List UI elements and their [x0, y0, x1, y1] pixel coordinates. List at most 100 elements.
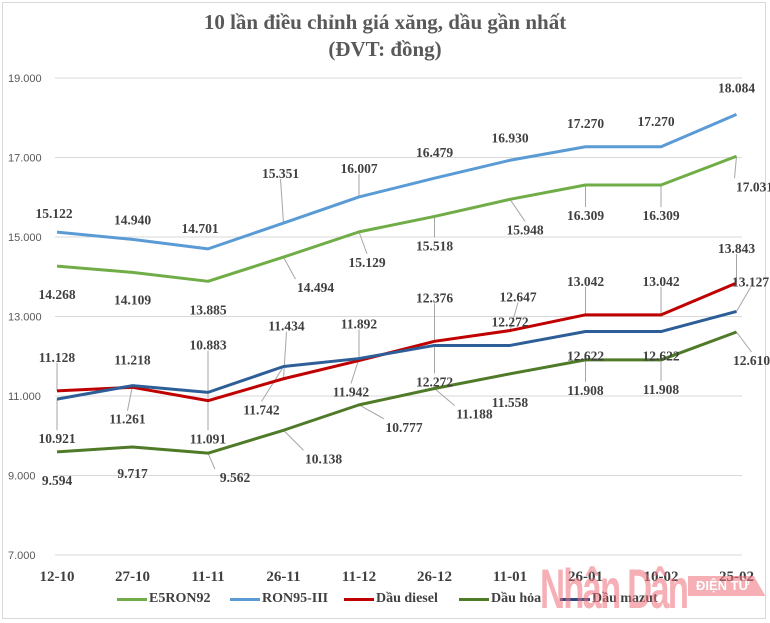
legend-label: Dầu mazut	[592, 591, 658, 606]
x-tick-label: 26-01	[568, 569, 603, 585]
data-label: 16.007	[340, 161, 377, 176]
data-label: 14.494	[297, 280, 334, 295]
series-line	[56, 113, 738, 251]
data-label: 17.270	[637, 114, 674, 129]
y-axis: 7.000 9.000 11.000 13.000 15.000 17.000 19.000	[8, 73, 42, 562]
x-tick-label: 26-11	[266, 569, 300, 585]
leader-line	[358, 231, 368, 255]
x-tick-label: 11-12	[342, 569, 376, 585]
data-label: 11.188	[456, 407, 493, 422]
data-label: 15.122	[35, 206, 72, 221]
leader-line	[734, 156, 737, 179]
data-label: 11.892	[341, 317, 378, 332]
data-label: 11.742	[243, 403, 280, 418]
data-label: 10.883	[189, 338, 226, 353]
data-label: 12.622	[642, 349, 679, 364]
legend-item-diesel: Dầu diesel	[344, 591, 438, 607]
leader-line	[736, 331, 752, 353]
legend-label: E5RON92	[149, 591, 211, 606]
y-tick-label: 9.000	[8, 471, 36, 483]
data-labels: 14.268 14.109 13.885 14.494 15.129 15.518 15.9…	[35, 80, 770, 487]
leader-line	[358, 404, 385, 420]
x-tick-label: 25-02	[719, 569, 754, 585]
data-label: 10.921	[38, 431, 75, 446]
y-tick-label: 15.000	[8, 232, 42, 244]
leader-line	[127, 385, 133, 411]
x-tick-label: 12-10	[40, 569, 75, 585]
data-label: 15.351	[262, 166, 299, 181]
data-label: 11.091	[190, 431, 227, 446]
y-tick-label: 17.000	[8, 153, 42, 165]
data-label: 13.042	[642, 274, 679, 289]
legend-label: Dầu diesel	[376, 591, 438, 606]
series-line	[56, 281, 738, 403]
x-tick-label: 27-10	[115, 569, 150, 585]
legend-item-mazut: Dầu mazut	[560, 591, 658, 607]
legend-label: Dầu hỏa	[491, 591, 542, 606]
y-tick-label: 7.000	[8, 550, 36, 562]
data-label: 11.942	[333, 385, 370, 400]
data-label: 15.129	[348, 255, 385, 270]
legend-swatch	[560, 597, 590, 601]
series-lines	[56, 113, 738, 455]
leader-line	[283, 256, 296, 280]
legend-item-e5ron92: E5RON92	[117, 591, 210, 607]
data-label: 12.376	[416, 290, 453, 305]
data-label: 17.031	[736, 179, 770, 194]
y-tick-label: 19.000	[8, 73, 42, 85]
data-label: 14.940	[114, 212, 151, 227]
data-label: 13.885	[189, 302, 226, 317]
x-tick-label: 10-02	[644, 569, 679, 585]
leader-line	[261, 366, 284, 402]
leader-line	[350, 358, 360, 384]
data-label: 15.518	[416, 238, 453, 253]
data-label: 13.127	[732, 274, 769, 289]
gridlines	[55, 77, 742, 556]
data-label: 17.270	[567, 116, 604, 131]
data-label: 12.610	[733, 353, 770, 368]
leader-line	[283, 429, 304, 451]
leader-line	[280, 179, 284, 224]
leader-line	[736, 287, 751, 312]
data-label: 18.084	[718, 80, 755, 95]
data-label: 11.218	[114, 352, 151, 367]
data-label: 15.948	[506, 222, 543, 237]
leader-line	[283, 331, 287, 379]
data-label: 13.843	[718, 241, 755, 256]
data-label: 10.138	[305, 451, 342, 466]
data-label: 16.309	[567, 208, 604, 223]
data-label: 14.701	[181, 221, 218, 236]
data-label: 12.622	[567, 349, 604, 364]
data-label: 9.717	[117, 466, 148, 481]
legend-item-dau-hoa: Dầu hỏa	[459, 591, 541, 607]
legend-swatch	[230, 597, 260, 601]
data-label: 11.908	[567, 383, 604, 398]
data-label: 16.479	[416, 145, 453, 160]
data-label: 12.272	[416, 374, 453, 389]
data-label: 11.434	[268, 319, 305, 334]
legend-swatch	[344, 597, 374, 601]
series-line	[56, 310, 737, 401]
series-line	[56, 330, 738, 455]
leader-line	[207, 452, 216, 470]
leader-line	[509, 199, 526, 222]
legend-label: RON95-III	[262, 591, 329, 606]
data-label: 11.908	[643, 382, 680, 397]
data-label: 11.261	[109, 412, 146, 427]
chart-title: 10 lần điều chỉnh giá xăng, dầu gần nhất	[203, 10, 567, 34]
data-label: 16.309	[642, 208, 679, 223]
y-tick-label: 11.000	[8, 391, 41, 403]
x-tick-label: 11-01	[493, 569, 527, 585]
data-label: 10.777	[385, 420, 422, 435]
x-tick-label: 11-11	[191, 569, 224, 585]
x-tick-label: 26-12	[417, 569, 452, 585]
y-tick-label: 13.000	[8, 312, 42, 324]
data-label: 11.558	[492, 395, 529, 410]
data-label: 12.272	[491, 314, 528, 329]
legend-swatch	[459, 597, 489, 601]
legend: E5RON92 RON95-III Dầu diesel Dầu hỏa Dầu…	[0, 591, 770, 613]
data-label: 11.128	[39, 350, 76, 365]
chart-subtitle: (ĐVT: đồng)	[328, 37, 442, 61]
data-label: 13.042	[567, 274, 604, 289]
